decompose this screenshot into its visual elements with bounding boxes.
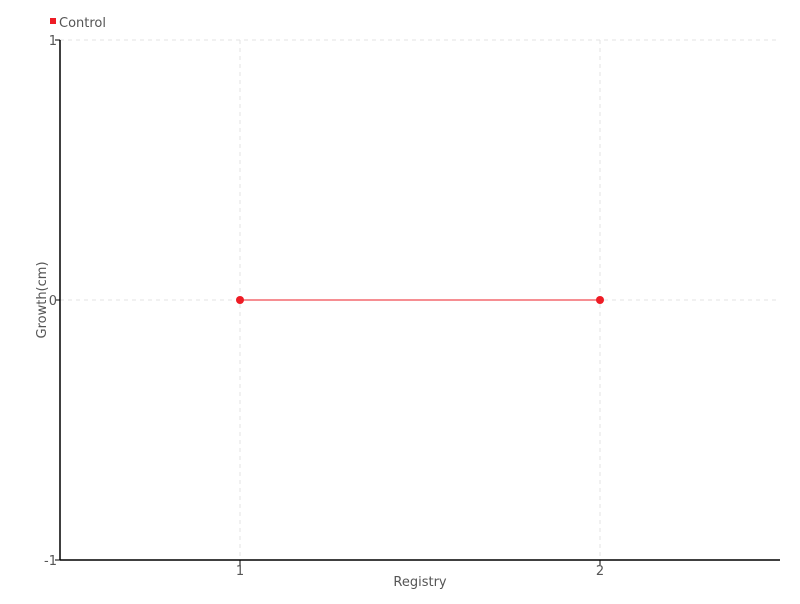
x-axis-label: Registry — [393, 575, 447, 590]
series — [236, 296, 604, 304]
y-tick-label: -1 — [44, 554, 57, 569]
data-point — [596, 296, 604, 304]
y-tick-label: 1 — [49, 34, 57, 49]
legend-swatch — [50, 18, 56, 24]
y-tick-label: 0 — [49, 294, 57, 309]
ticks: 1 2 -1 0 1 — [44, 34, 604, 579]
y-axis-label: Growth(cm) — [35, 261, 50, 338]
x-tick-label: 1 — [236, 564, 244, 579]
legend: Control — [50, 16, 106, 31]
data-point — [236, 296, 244, 304]
x-tick-label: 2 — [596, 564, 604, 579]
legend-label: Control — [59, 16, 106, 31]
